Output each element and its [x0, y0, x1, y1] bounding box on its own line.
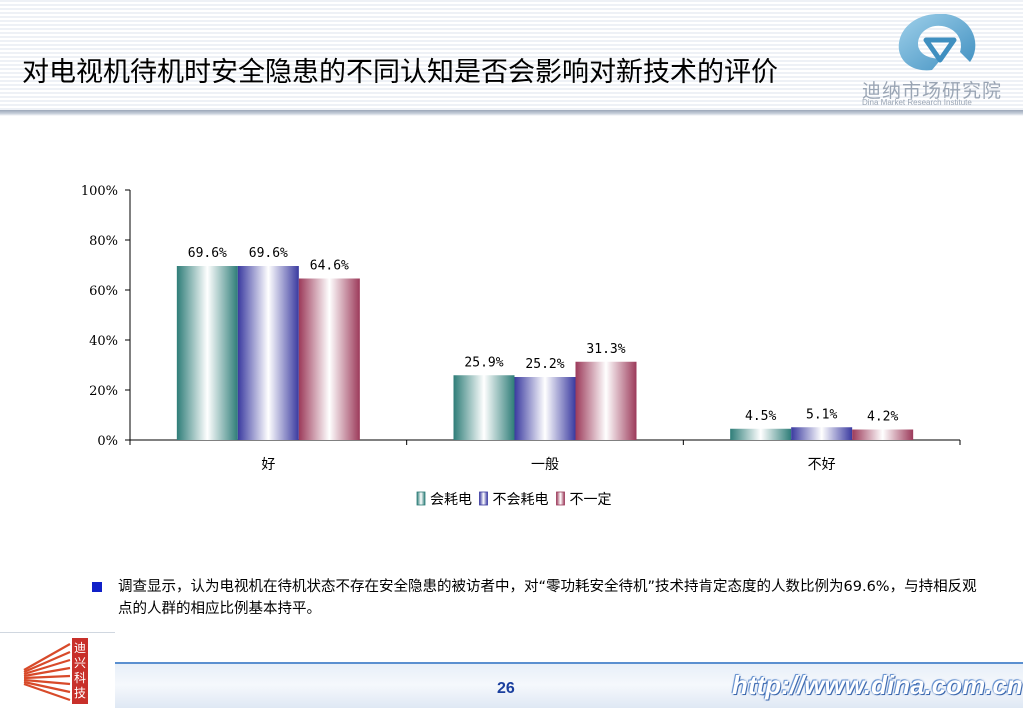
bar	[730, 428, 792, 440]
data-label: 5.1%	[806, 407, 837, 422]
legend-swatch	[556, 491, 565, 506]
logo-english-name: Dina Market Research Institute	[862, 98, 972, 107]
bullet-square-icon	[92, 582, 102, 592]
data-label: 25.2%	[525, 357, 564, 372]
company-logo-icon: 迪兴科技	[23, 638, 88, 704]
y-tick-label: 40%	[89, 334, 118, 349]
data-label: 64.6%	[310, 259, 349, 274]
page-title: 对电视机待机时安全隐患的不同认知是否会影响对新技术的评价	[22, 57, 778, 88]
footer-logo-char: 科	[74, 671, 86, 685]
svg-text:迪兴科技: 迪兴科技	[74, 641, 86, 700]
data-labels: 69.6% 69.6% 64.6% 25.9% 25.2% 31.3% 4.5% 5.1% 4.…	[188, 246, 899, 425]
summary-text: 调查显示，认为电视机在待机状态不存在安全隐患的被访者中，对“零功耗安全待机”技术…	[118, 579, 977, 617]
y-tick-label: 80%	[89, 234, 118, 249]
dina-logo-icon	[898, 14, 976, 71]
data-label: 25.9%	[464, 355, 503, 370]
header-stripes	[0, 0, 1023, 110]
x-axis	[129, 439, 961, 445]
footer-logo-char: 兴	[74, 656, 86, 670]
bar	[176, 266, 238, 440]
footer-logo-char: 迪	[74, 641, 86, 655]
legend-label: 不一定	[570, 492, 612, 508]
bar	[791, 427, 853, 440]
category-label: 好	[261, 457, 275, 473]
bar	[514, 377, 576, 440]
data-label: 69.6%	[188, 246, 227, 261]
logo-chinese-name: 迪纳市场研究院	[862, 80, 1003, 102]
footer-logo-char: 技	[74, 686, 86, 700]
bar	[237, 266, 299, 440]
legend-label: 不会耗电	[493, 492, 549, 508]
y-tick-label: 20%	[89, 384, 118, 399]
data-label: 4.5%	[745, 409, 776, 424]
y-tick-label: 100%	[81, 184, 118, 199]
bar	[852, 429, 914, 440]
y-axis: 0% 20% 40% 60% 80% 100%	[81, 184, 131, 449]
bar	[453, 375, 515, 440]
footer-divider	[0, 662, 1023, 664]
page-number: 26	[497, 680, 515, 697]
legend-label: 会耗电	[430, 492, 472, 508]
data-label: 69.6%	[249, 246, 288, 261]
data-label: 4.2%	[867, 410, 898, 425]
y-tick-label: 60%	[89, 284, 118, 299]
category-label: 一般	[531, 457, 559, 473]
bar-chart: 0% 20% 40% 60% 80% 100% 69.6% 69.6% 64.6% 25.9% 2…	[81, 184, 961, 508]
bar	[298, 278, 360, 440]
category-labels: 好 一般 不好	[261, 457, 835, 473]
bar	[575, 361, 637, 440]
data-label: 31.3%	[586, 342, 625, 357]
footer-band	[0, 662, 1023, 708]
footer-website-url: http://www.dina.com.cn	[732, 670, 1023, 700]
legend: 会耗电 不会耗电 不一定	[416, 491, 612, 508]
legend-swatch	[416, 491, 426, 506]
bars	[176, 266, 914, 440]
category-label: 不好	[808, 457, 836, 473]
legend-swatch	[479, 491, 488, 506]
header-divider	[0, 110, 1023, 116]
header-band	[0, 0, 1023, 118]
y-tick-label: 0%	[97, 434, 118, 449]
